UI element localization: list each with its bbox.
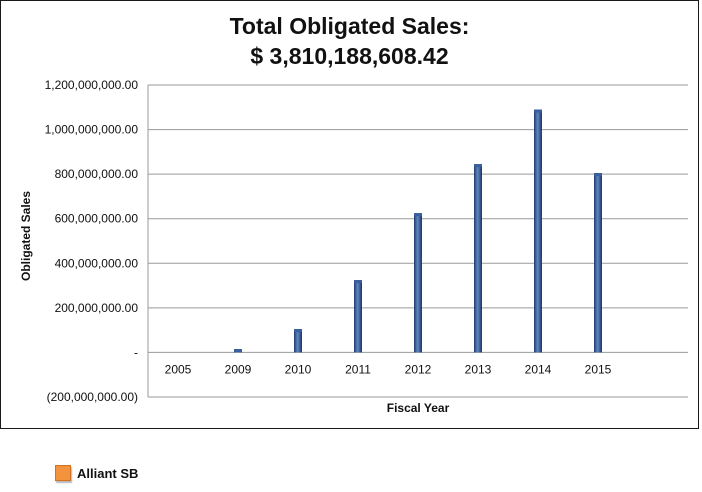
bar (294, 329, 302, 353)
chart-frame (0, 0, 699, 429)
bar-top (234, 349, 242, 353)
bar (474, 164, 482, 353)
chart-total-value: $ 3,810,188,608.42 (250, 43, 449, 69)
bar-top (594, 173, 602, 177)
x-tick-label: 2010 (285, 362, 312, 376)
bar-top (294, 329, 302, 333)
bars (234, 109, 602, 353)
chart-title: Total Obligated Sales: (229, 13, 470, 39)
y-tick-label: 800,000,000.00 (55, 167, 139, 181)
x-axis-ticks: 2005 2009 2010 2011 2012 2013 2014 2015 (165, 362, 612, 376)
bar-top (414, 213, 422, 217)
x-tick-label: 2013 (465, 362, 492, 376)
x-tick-label: 2011 (345, 362, 371, 376)
x-tick-label: 2005 (165, 362, 192, 376)
x-tick-label: 2014 (525, 362, 552, 376)
y-tick-label: 1,000,000,000.00 (45, 123, 139, 137)
legend: Alliant SB (55, 465, 138, 481)
bar-top (534, 109, 542, 113)
y-axis-title: Obligated Sales (19, 191, 33, 281)
y-tick-label: 400,000,000.00 (55, 256, 139, 270)
y-tick-label: 1,200,000,000.00 (45, 78, 139, 92)
y-axis-ticks: 1,200,000,000.00 1,000,000,000.00 800,000,… (45, 78, 139, 404)
legend-swatch (55, 465, 71, 481)
y-tick-label: 200,000,000.00 (55, 301, 139, 315)
x-tick-label: 2009 (225, 362, 252, 376)
bar (594, 173, 602, 353)
bar (414, 213, 422, 353)
x-axis-title: Fiscal Year (387, 401, 450, 415)
bar (354, 280, 362, 353)
y-tick-label: (200,000,000.00) (47, 390, 138, 404)
bar-top (474, 164, 482, 168)
x-tick-label: 2012 (405, 362, 432, 376)
legend-label: Alliant SB (77, 465, 139, 481)
bar-top (354, 280, 362, 283)
y-tick-label: - (134, 345, 138, 359)
bar-chart: 1,200,000,000.00 1,000,000,000.00 800,000,… (19, 78, 688, 415)
bar (534, 109, 542, 353)
x-tick-label: 2015 (585, 362, 612, 376)
y-tick-label: 600,000,000.00 (55, 212, 139, 226)
